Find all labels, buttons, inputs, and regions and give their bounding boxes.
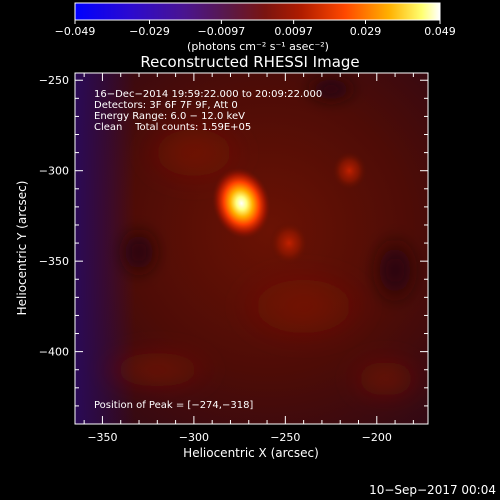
heatmap-ridge [138, 117, 249, 188]
x-tick-label: −350 [87, 431, 117, 444]
heatmap-dark-region [367, 230, 424, 311]
heatmap-features [97, 73, 426, 404]
x-axis-title: Heliocentric X (arcsec) [183, 446, 319, 460]
heatmap-secondary-source [269, 221, 309, 265]
colorbar-tick-label: −0.029 [129, 25, 170, 38]
y-tick-label: −250 [39, 74, 69, 87]
colorbar: −0.049 −0.029 −0.0097 0.0097 0.029 0.049 (pho… [55, 2, 456, 53]
axis-ticks: −350 −300 −250 −200 −250 −300 −350 −400 [39, 73, 428, 444]
heatmap-peak-source [212, 167, 271, 239]
colorbar-tick-label: 0.049 [424, 25, 456, 38]
y-tick-label: −300 [39, 165, 69, 178]
colorbar-gradient [74, 2, 441, 21]
peak-position-label: Position of Peak = [−274,−318] [94, 400, 253, 411]
footer-timestamp: 10−Sep−2017 00:04 [369, 483, 496, 497]
colorbar-ticks: −0.049 −0.029 −0.0097 0.0097 0.029 0.049 [55, 20, 456, 38]
y-tick-label: −400 [39, 346, 69, 359]
colorbar-tick-label: 0.029 [350, 25, 382, 38]
heatmap-ridge [233, 266, 374, 347]
heatmap-secondary-source [332, 151, 367, 190]
heatmap-ridge [345, 353, 426, 404]
annotation-time-range: 16−Dec−2014 19:59:22.000 to 20:09:22.000 [94, 89, 322, 100]
colorbar-tick-label: −0.049 [55, 25, 96, 38]
colorbar-tick-label: −0.0097 [198, 25, 246, 38]
plot-frame [74, 72, 429, 425]
info-annotations: 16−Dec−2014 19:59:22.000 to 20:09:22.000… [94, 89, 322, 133]
heatmap-dark-region [114, 222, 165, 283]
colorbar-units: (photons cm⁻² s⁻¹ asec⁻²) [187, 40, 329, 53]
x-tick-label: −250 [270, 431, 300, 444]
heatmap-dark-region [301, 73, 362, 108]
y-tick-label: −350 [39, 255, 69, 268]
annotation-counts: Clean Total counts: 1.59E+05 [94, 122, 251, 133]
heatmap-image [75, 73, 428, 424]
annotation-energy: Energy Range: 6.0 − 12.0 keV [94, 111, 245, 122]
y-axis-title: Heliocentric Y (arcsec) [15, 181, 29, 316]
x-tick-label: −300 [179, 431, 209, 444]
annotation-detectors: Detectors: 3F 6F 7F 9F, Att 0 [94, 100, 238, 111]
heatmap-ridge [97, 344, 218, 395]
colorbar-tick-label: 0.0097 [274, 25, 313, 38]
x-tick-label: −200 [362, 431, 392, 444]
plot-title: Reconstructed RHESSI Image [140, 53, 359, 71]
